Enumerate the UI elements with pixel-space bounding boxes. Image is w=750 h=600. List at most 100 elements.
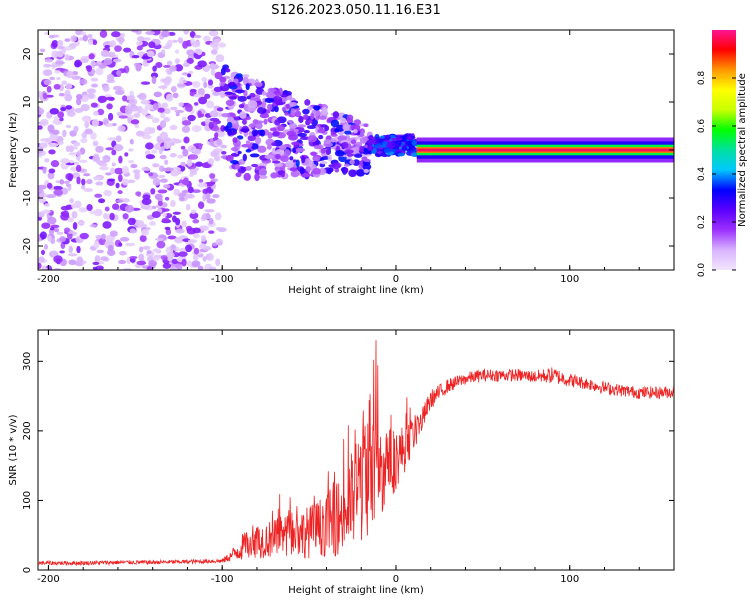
heatmap-cell: [152, 117, 160, 124]
heatmap-cell: [187, 239, 198, 244]
heatmap-cell: [247, 100, 258, 109]
heatmap-cell: [380, 135, 385, 139]
heatmap-cell: [284, 111, 289, 116]
heatmap-cell: [116, 199, 124, 203]
heatmap-cell: [395, 143, 401, 148]
heatmap-cell: [405, 140, 413, 146]
heatmap-cell: [307, 106, 313, 111]
heatmap-cell: [57, 111, 65, 119]
heatmap-cell: [123, 47, 132, 53]
heatmap-cell: [187, 145, 197, 153]
heatmap-cell: [64, 93, 73, 102]
heatmap-cell: [47, 171, 55, 180]
heatmap-cell: [46, 85, 52, 93]
heatmap-cell: [105, 96, 115, 101]
heatmap-cell: [121, 166, 129, 175]
heatmap-cell: [201, 76, 208, 83]
heatmap-cell: [285, 160, 294, 168]
heatmap-cell: [53, 189, 63, 196]
heatmap-cell: [79, 232, 89, 240]
heatmap-cell: [117, 125, 126, 132]
snr-xlabel: Height of straight line (km): [288, 585, 424, 596]
heatmap-cell: [107, 112, 114, 121]
heatmap-cell: [194, 48, 202, 54]
heatmap-cell: [181, 125, 191, 133]
heatmap-cell: [49, 133, 59, 141]
heatmap-cell: [165, 228, 172, 236]
heatmap-cell: [297, 124, 307, 128]
heatmap-cell: [95, 265, 104, 270]
heatmap-cell: [175, 112, 180, 117]
spectrogram-ytick-label: 10: [22, 96, 33, 109]
heatmap-cell: [75, 164, 82, 173]
heatmap-cell: [140, 81, 151, 85]
heatmap-cell: [125, 107, 133, 115]
heatmap-cell: [225, 99, 235, 107]
heatmap-cell: [136, 260, 147, 266]
heatmap-cell: [334, 168, 340, 173]
heatmap-cell: [174, 109, 185, 114]
heatmap-cell: [86, 179, 93, 185]
colorbar-tick-label: 0.0: [697, 263, 707, 278]
heatmap-cell: [98, 198, 106, 204]
heatmap-cell: [64, 38, 71, 42]
heatmap-cell: [118, 115, 128, 119]
heatmap-cell: [242, 119, 247, 125]
heatmap-cell: [121, 198, 131, 203]
heatmap-cell: [135, 63, 142, 72]
heatmap-cell: [344, 167, 349, 174]
heatmap-cell: [245, 148, 252, 153]
heatmap-cell: [265, 91, 276, 99]
heatmap-cell: [50, 160, 60, 168]
heatmap-cell: [90, 60, 96, 69]
heatmap-cell: [216, 138, 223, 146]
heatmap-cell: [152, 205, 157, 210]
heatmap-cell: [169, 142, 175, 146]
heatmap-cell: [48, 168, 56, 174]
heatmap-cell: [159, 178, 168, 183]
heatmap-cell: [107, 178, 116, 182]
heatmap-cell: [264, 154, 274, 160]
heatmap-cell: [98, 238, 107, 246]
heatmap-cell: [73, 125, 79, 133]
heatmap-cell: [164, 159, 169, 165]
heatmap-cell: [78, 37, 84, 41]
heatmap-cell: [192, 189, 201, 193]
heatmap-cell: [72, 221, 78, 230]
heatmap-cell: [368, 150, 373, 155]
heatmap-cell: [159, 131, 168, 140]
heatmap-cell: [162, 213, 167, 217]
heatmap-cell: [239, 111, 247, 119]
heatmap-cell: [303, 130, 310, 134]
heatmap-cell: [57, 39, 64, 48]
heatmap-cell: [128, 159, 135, 164]
heatmap-cell: [279, 144, 287, 151]
heatmap-cell: [294, 110, 302, 118]
heatmap-cell: [383, 148, 392, 153]
heatmap-cell: [107, 137, 117, 141]
heatmap-cell: [267, 131, 273, 139]
heatmap-cell: [65, 183, 72, 187]
heatmap-cell: [184, 244, 193, 253]
heatmap-cell: [349, 159, 355, 165]
heatmap-cell: [245, 140, 251, 145]
heatmap-cell: [312, 167, 321, 175]
heatmap-cell: [151, 149, 158, 154]
colorbar-tick-label: 0.4: [697, 167, 707, 182]
heatmap-cell: [74, 161, 79, 165]
heatmap-cell: [84, 128, 93, 135]
heatmap-cell: [390, 137, 398, 142]
heatmap-cell: [248, 143, 253, 147]
heatmap-cell: [170, 266, 177, 270]
heatmap-cell: [214, 157, 220, 161]
heatmap-cell: [174, 236, 184, 244]
heatmap-cell: [301, 172, 311, 178]
heatmap-cell: [127, 179, 136, 184]
heatmap-cell: [68, 259, 77, 266]
heatmap-cell: [83, 173, 91, 177]
heatmap-cell: [204, 93, 211, 99]
spectrogram-ytick-label: 0: [22, 147, 33, 153]
heatmap-cell: [274, 89, 281, 97]
heatmap-cell: [109, 40, 117, 48]
heatmap-cell: [157, 189, 168, 194]
